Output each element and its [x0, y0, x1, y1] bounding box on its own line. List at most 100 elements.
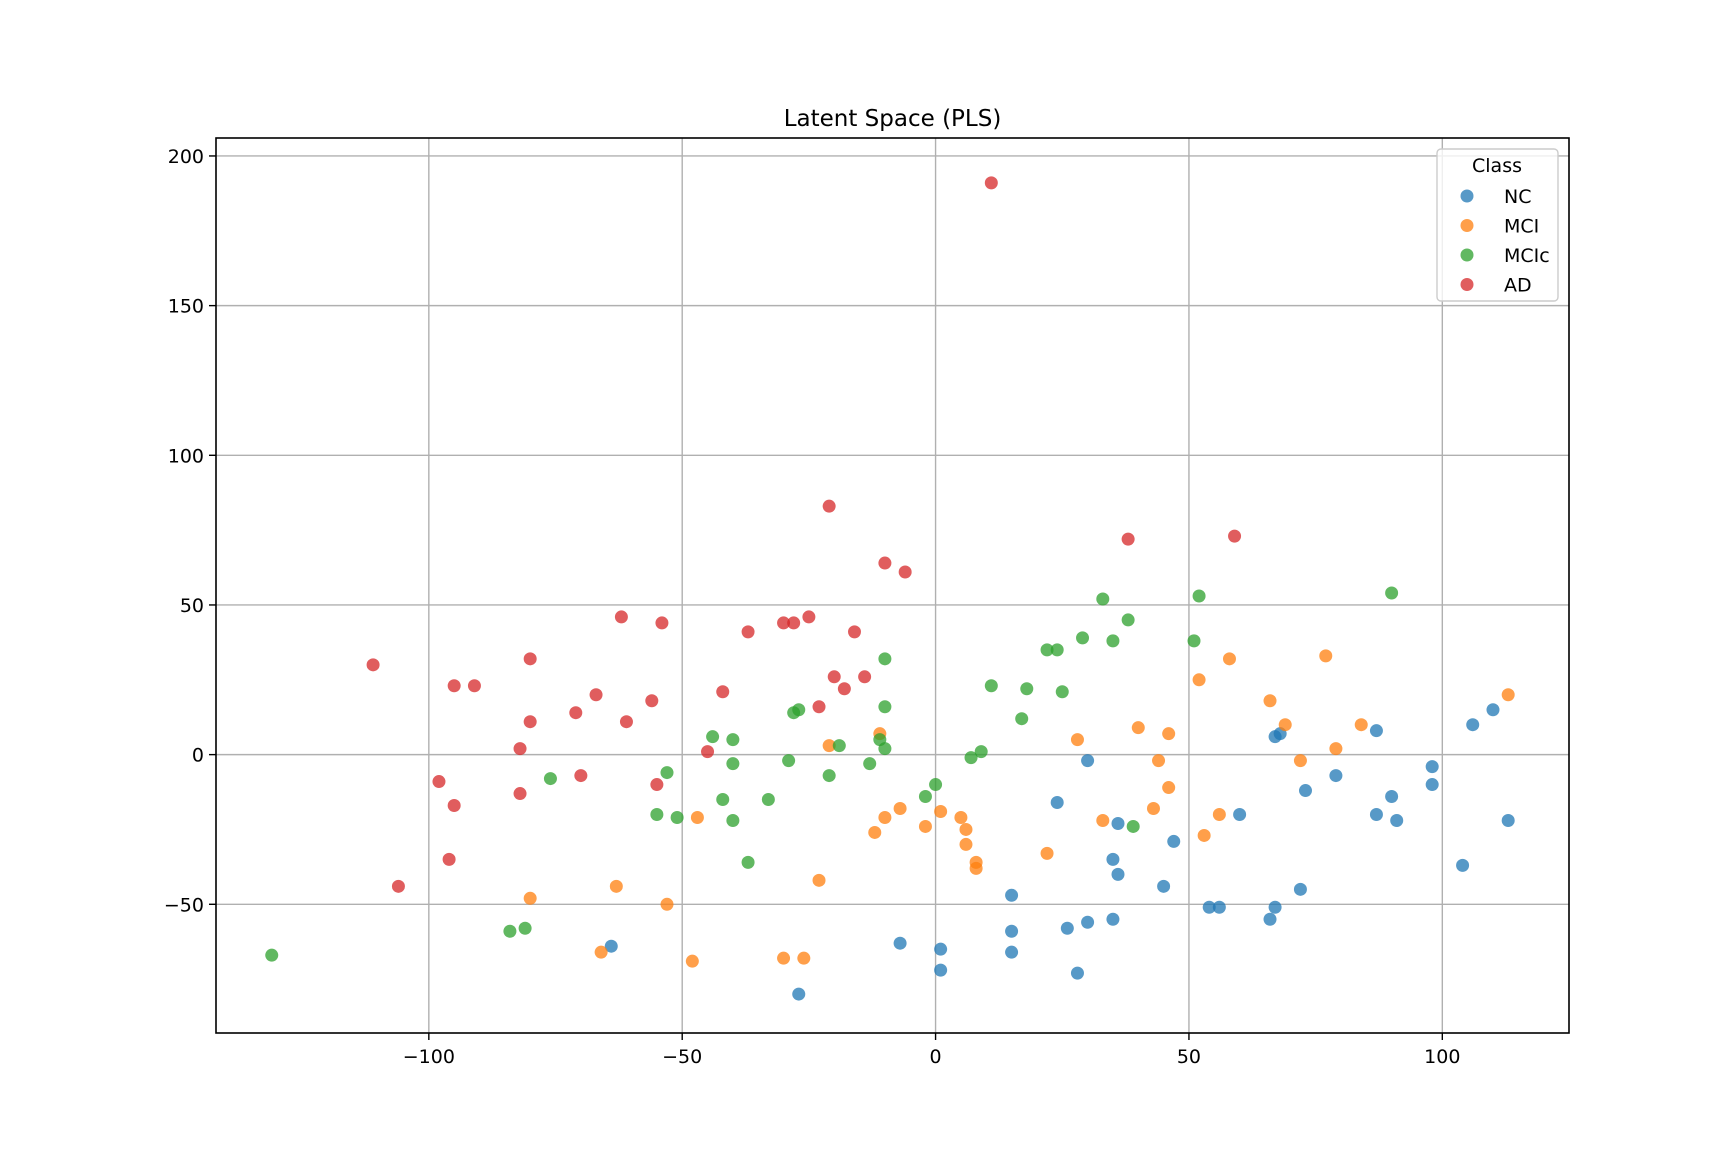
data-point	[1329, 742, 1343, 756]
data-point	[726, 813, 740, 827]
data-point	[837, 682, 851, 696]
data-point	[863, 757, 877, 771]
data-point	[1390, 813, 1404, 827]
data-point	[858, 670, 872, 684]
data-point	[969, 861, 983, 875]
data-point	[1050, 643, 1064, 657]
legend-marker	[1460, 248, 1474, 262]
data-point	[893, 936, 907, 950]
legend-items: NC MCI MCIc AD	[1460, 186, 1550, 297]
data-point	[1020, 682, 1034, 696]
data-point	[1060, 921, 1074, 935]
data-point	[447, 799, 461, 813]
legend-label: NC	[1504, 186, 1531, 208]
data-point	[1015, 712, 1029, 726]
data-point	[447, 679, 461, 693]
data-point	[609, 879, 623, 893]
data-point	[1212, 900, 1226, 914]
data-point	[934, 963, 948, 977]
x-tick-label: 0	[930, 1046, 942, 1068]
data-point	[1106, 634, 1120, 648]
data-point	[832, 739, 846, 753]
data-point	[1111, 867, 1125, 881]
legend-marker	[1460, 278, 1474, 291]
data-point	[716, 685, 730, 699]
data-point	[1187, 634, 1201, 648]
data-point	[792, 703, 806, 717]
data-point	[1096, 813, 1110, 827]
data-point	[650, 778, 664, 792]
data-point	[1197, 828, 1211, 842]
data-point	[959, 822, 973, 836]
data-point	[589, 688, 603, 702]
data-point	[868, 825, 882, 839]
data-point	[1131, 721, 1145, 735]
data-point	[1167, 834, 1181, 848]
data-point	[964, 751, 978, 765]
data-point	[650, 807, 664, 821]
data-point	[878, 652, 892, 666]
data-point	[1126, 819, 1140, 833]
y-tick-label: 0	[192, 745, 204, 767]
series-nc	[604, 703, 1515, 1001]
legend-label: AD	[1504, 275, 1532, 297]
data-point	[1268, 900, 1282, 914]
data-point	[523, 715, 537, 729]
data-point	[1040, 643, 1054, 657]
data-point	[265, 948, 279, 962]
data-point	[1005, 888, 1019, 902]
data-point	[918, 819, 932, 833]
data-point	[1040, 846, 1054, 860]
x-tick-label: 50	[1177, 1046, 1201, 1068]
data-point	[1162, 727, 1176, 741]
data-point	[1293, 882, 1307, 896]
data-point	[523, 652, 537, 666]
data-point	[934, 804, 948, 818]
data-point	[777, 951, 791, 965]
data-point	[1228, 529, 1242, 543]
x-tick-label: 100	[1424, 1046, 1460, 1068]
data-point	[1081, 915, 1095, 929]
chart-title: Latent Space (PLS)	[784, 106, 1002, 132]
data-point	[1278, 718, 1292, 732]
data-point	[1050, 796, 1064, 810]
data-point	[1162, 781, 1176, 795]
data-point	[569, 706, 583, 720]
data-point	[782, 754, 796, 768]
data-point	[619, 715, 633, 729]
x-tick-label: −50	[662, 1046, 702, 1068]
data-point	[518, 921, 532, 935]
data-point	[1486, 703, 1500, 717]
data-point	[670, 810, 684, 824]
data-point	[1212, 807, 1226, 821]
data-point	[1005, 924, 1019, 938]
data-point	[1298, 784, 1312, 798]
data-point	[1319, 649, 1333, 663]
data-point	[777, 616, 791, 630]
data-point	[929, 778, 943, 792]
data-point	[1192, 673, 1206, 687]
legend-marker	[1460, 219, 1474, 232]
data-point	[1501, 688, 1515, 702]
data-point	[726, 733, 740, 747]
series-mcic	[265, 586, 1399, 962]
grid-layer	[216, 138, 1569, 1033]
data-point	[467, 679, 481, 693]
data-point	[1152, 754, 1166, 768]
y-tick-label: 150	[168, 296, 204, 318]
data-point	[792, 987, 806, 1001]
data-point	[934, 942, 948, 956]
data-point	[1369, 807, 1383, 821]
y-tick-label: −50	[164, 894, 204, 916]
data-point	[1222, 652, 1236, 666]
y-tick-label: 100	[168, 445, 204, 467]
data-point	[1076, 631, 1090, 645]
data-point	[594, 945, 608, 959]
data-point	[918, 790, 932, 804]
data-point	[604, 939, 618, 953]
data-point	[893, 802, 907, 816]
data-point	[984, 176, 998, 190]
data-point	[812, 873, 826, 887]
series-ad	[366, 176, 1242, 893]
data-point	[898, 565, 912, 579]
